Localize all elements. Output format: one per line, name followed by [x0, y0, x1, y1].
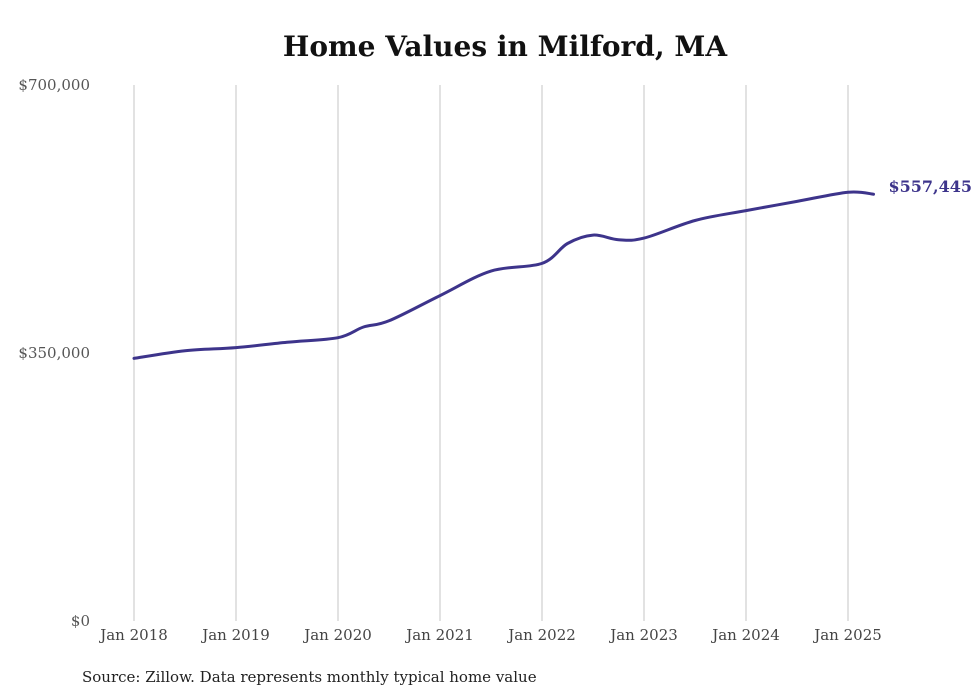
- source-note: Source: Zillow. Data represents monthly …: [82, 668, 537, 686]
- x-tick-label: Jan 2025: [812, 626, 882, 644]
- x-tick-label: Jan 2021: [404, 626, 474, 644]
- x-tick-label: Jan 2019: [200, 626, 270, 644]
- x-tick-label: Jan 2018: [98, 626, 168, 644]
- x-axis: Jan 2018 Jan 2019 Jan 2020 Jan 2021 Jan 2022…: [98, 626, 882, 644]
- y-tick-label: $0: [71, 612, 90, 630]
- gridlines: [133, 85, 849, 621]
- chart-title: Home Values in Milford, MA: [282, 30, 728, 63]
- x-tick-label: Jan 2024: [710, 626, 780, 644]
- series-line: [132, 190, 875, 360]
- y-tick-label: $350,000: [18, 344, 90, 362]
- x-tick-label: Jan 2020: [302, 626, 372, 644]
- end-value-label: $557,445: [889, 177, 973, 196]
- x-tick-label: Jan 2022: [506, 626, 576, 644]
- y-axis: $0 $350,000 $700,000: [18, 76, 90, 630]
- x-tick-label: Jan 2023: [608, 626, 678, 644]
- y-tick-label: $700,000: [18, 76, 90, 94]
- line-chart: $0$350,000$700,000 Jan 2018 Jan 2019 Jan 2…: [18, 76, 973, 644]
- series-layer: $557,445: [132, 177, 973, 360]
